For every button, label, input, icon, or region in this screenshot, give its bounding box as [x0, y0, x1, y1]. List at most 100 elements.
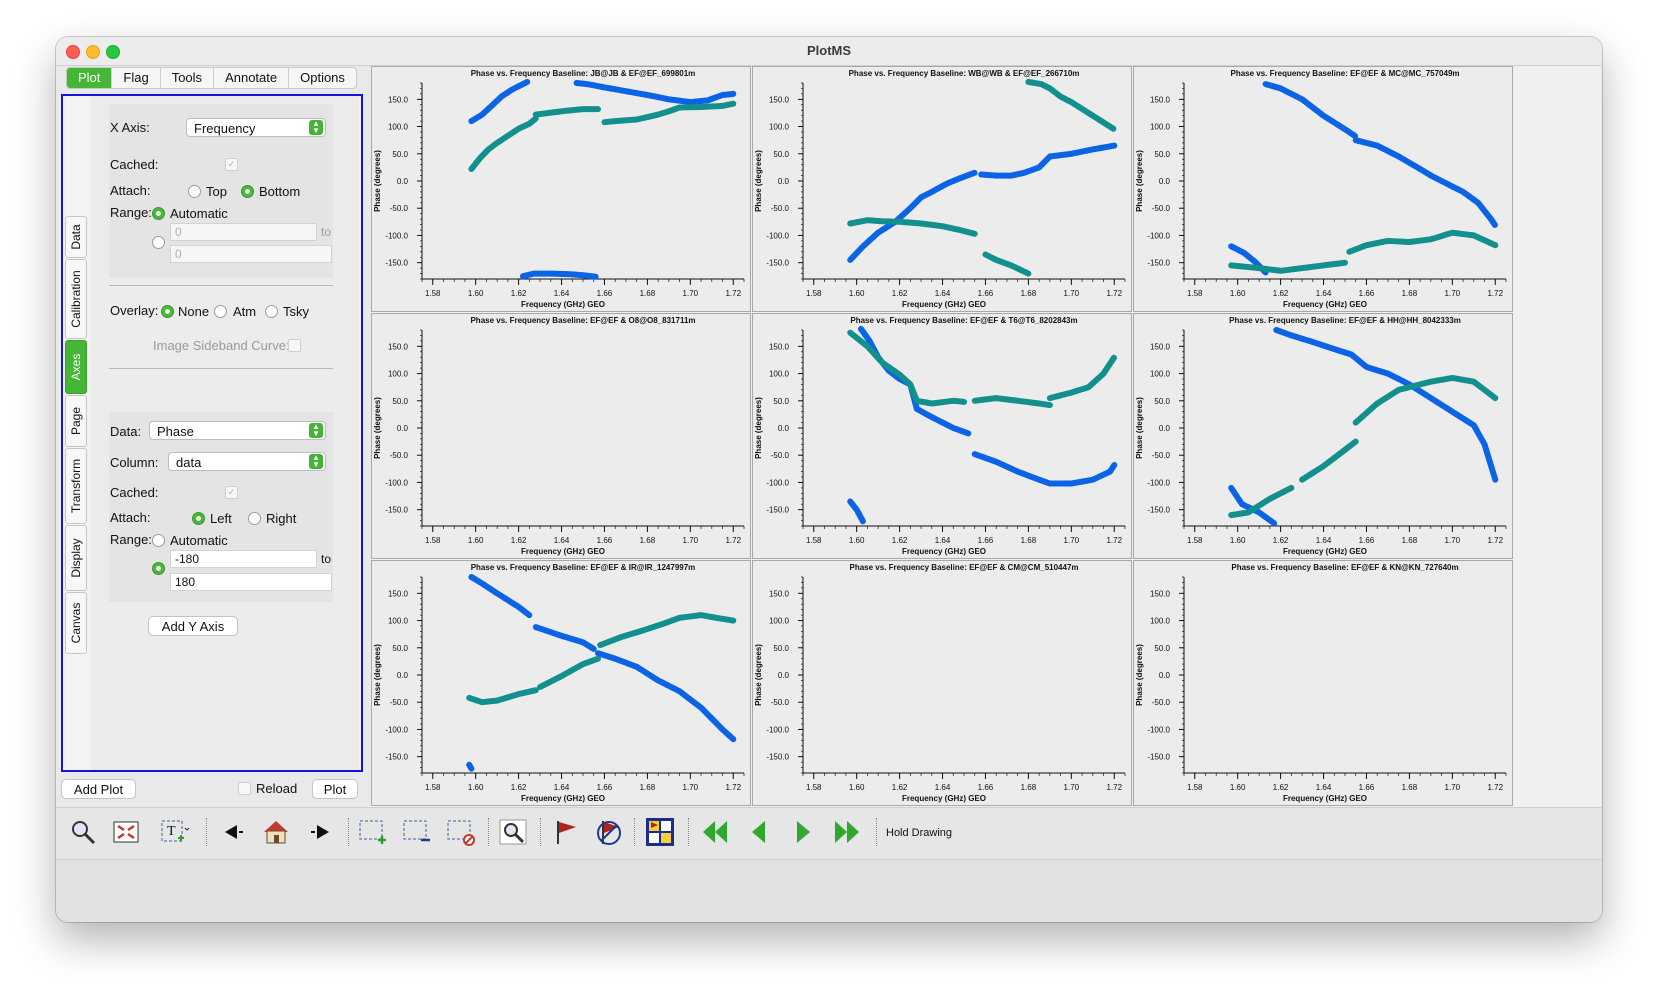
x-tick-label: 1.60	[468, 783, 484, 792]
x-tick-label: 1.68	[640, 783, 656, 792]
flag-icon[interactable]	[551, 817, 581, 847]
last-page-icon[interactable]	[832, 817, 862, 847]
plot-panel[interactable]: Phase vs. Frequency Baseline: WB@WB & EF…	[752, 66, 1132, 312]
y-cached-checkbox[interactable]: ✓	[225, 486, 238, 499]
add-plot-button[interactable]: Add Plot	[61, 779, 136, 799]
x-axis-select[interactable]: Frequency ▲ ▼	[186, 118, 326, 137]
unflag-icon[interactable]	[594, 817, 624, 847]
y-tick-label: 150.0	[388, 95, 409, 104]
tab-tools[interactable]: Tools	[161, 68, 215, 88]
image-sideband-checkbox[interactable]	[288, 339, 301, 352]
data-series	[847, 217, 978, 237]
y-tick-label: 150.0	[769, 95, 790, 104]
toolbar-separator	[634, 818, 636, 846]
side-tab-axes[interactable]: Axes	[65, 340, 87, 394]
side-tab-data[interactable]: Data	[65, 216, 87, 258]
data-series	[601, 100, 737, 126]
plot-button[interactable]: Plot	[312, 779, 358, 799]
y-attach-left-radio[interactable]	[192, 512, 205, 525]
mark-region-icon[interactable]	[358, 817, 388, 847]
side-tab-canvas[interactable]: Canvas	[65, 592, 87, 654]
add-y-axis-button[interactable]: Add Y Axis	[148, 616, 238, 636]
zoom-icon[interactable]	[68, 817, 98, 847]
y-tick-label: -150.0	[766, 259, 789, 268]
x-cached-checkbox[interactable]: ✓	[225, 158, 238, 171]
y-range-min-field[interactable]: -180	[170, 550, 317, 568]
side-tab-page[interactable]: Page	[65, 395, 87, 447]
plot-title: Phase vs. Frequency Baseline: EF@EF & MC…	[1230, 69, 1459, 78]
overlay-atm-radio[interactable]	[214, 305, 227, 318]
hold-drawing-label[interactable]: Hold Drawing	[886, 827, 953, 839]
tab-flag[interactable]: Flag	[112, 68, 161, 88]
data-series	[978, 142, 1118, 179]
x-tick-label: 1.60	[849, 536, 865, 545]
data-series	[1273, 327, 1499, 483]
x-range-label: Range:	[110, 205, 152, 220]
x-tick-label: 1.64	[1316, 289, 1332, 298]
y-tick-label: 50.0	[392, 150, 408, 159]
y-tick-label: -150.0	[385, 259, 408, 268]
x-range-max-field[interactable]: 0	[170, 245, 332, 263]
plot-panel[interactable]: Phase vs. Frequency Baseline: JB@JB & EF…	[371, 66, 751, 312]
x-range-manual-radio[interactable]	[152, 236, 165, 249]
first-page-icon[interactable]	[700, 817, 730, 847]
x-attach-top-radio[interactable]	[188, 185, 201, 198]
reload-checkbox[interactable]	[238, 782, 251, 795]
side-tab-transform[interactable]: Transform	[65, 448, 87, 524]
plot-panel[interactable]: Phase vs. Frequency Baseline: EF@EF & O8…	[371, 313, 751, 559]
zoom-extent-icon[interactable]	[111, 817, 141, 847]
next-page-icon[interactable]	[788, 817, 818, 847]
plot-panel[interactable]: Phase vs. Frequency Baseline: EF@EF & CM…	[752, 560, 1132, 806]
plot-panel[interactable]: Phase vs. Frequency Baseline: EF@EF & IR…	[371, 560, 751, 806]
x-axis-label: Frequency (GHz) GEO	[1283, 794, 1367, 803]
y-tick-label: 150.0	[1150, 95, 1171, 104]
home-icon[interactable]	[261, 817, 291, 847]
annotate-text-icon[interactable]: T	[160, 817, 190, 847]
plot-canvas-area[interactable]: Phase vs. Frequency Baseline: JB@JB & EF…	[371, 66, 1601, 838]
locate-icon[interactable]	[498, 817, 528, 847]
x-range-automatic-label: Automatic	[170, 206, 228, 221]
data-series	[595, 650, 737, 743]
overlay-none-radio[interactable]	[161, 305, 174, 318]
clear-regions-icon[interactable]	[446, 817, 476, 847]
y-range-automatic-radio[interactable]	[152, 534, 165, 547]
tab-annotate[interactable]: Annotate	[214, 68, 290, 88]
side-tab-calibration[interactable]: Calibration	[65, 259, 87, 339]
step-back-icon[interactable]	[218, 817, 248, 847]
x-range-min-field[interactable]: 0	[170, 223, 317, 241]
x-tick-label: 1.60	[1230, 289, 1246, 298]
tab-plot[interactable]: Plot	[67, 68, 113, 88]
y-tick-label: -50.0	[390, 451, 409, 460]
y-tick-label: 0.0	[397, 177, 409, 186]
x-tick-label: 1.68	[640, 289, 656, 298]
y-range-label: Range:	[110, 532, 152, 547]
y-tick-label: -100.0	[385, 478, 408, 487]
y-attach-right-radio[interactable]	[248, 512, 261, 525]
x-tick-label: 1.70	[1064, 536, 1080, 545]
tab-options[interactable]: Options	[300, 70, 345, 85]
plot-panel[interactable]: Phase vs. Frequency Baseline: EF@EF & MC…	[1133, 66, 1513, 312]
y-range-manual-radio[interactable]	[152, 562, 165, 575]
y-data-select[interactable]: Phase ▲ ▼	[149, 421, 326, 440]
plot-panel[interactable]: Phase vs. Frequency Baseline: EF@EF & T6…	[752, 313, 1132, 559]
y-tick-label: -100.0	[1147, 725, 1170, 734]
step-forward-icon[interactable]	[306, 817, 336, 847]
close-window-button[interactable]	[66, 45, 80, 59]
x-tick-label: 1.62	[1273, 536, 1289, 545]
data-series	[1346, 229, 1499, 255]
y-tick-label: 150.0	[388, 589, 409, 598]
iteration-grid-icon[interactable]	[645, 817, 675, 847]
minimize-window-button[interactable]	[86, 45, 100, 59]
plot-panel[interactable]: Phase vs. Frequency Baseline: EF@EF & KN…	[1133, 560, 1513, 806]
y-range-max-field[interactable]: 180	[170, 573, 332, 591]
x-attach-bottom-radio[interactable]	[241, 185, 254, 198]
y-column-select[interactable]: data ▲ ▼	[168, 452, 326, 471]
y-tick-label: 100.0	[388, 123, 409, 132]
side-tab-display[interactable]: Display	[65, 525, 87, 591]
overlay-tsky-radio[interactable]	[265, 305, 278, 318]
maximize-window-button[interactable]	[106, 45, 120, 59]
x-range-automatic-radio[interactable]	[152, 207, 165, 220]
plot-panel[interactable]: Phase vs. Frequency Baseline: EF@EF & HH…	[1133, 313, 1513, 559]
previous-page-icon[interactable]	[744, 817, 774, 847]
subtract-region-icon[interactable]	[402, 817, 432, 847]
